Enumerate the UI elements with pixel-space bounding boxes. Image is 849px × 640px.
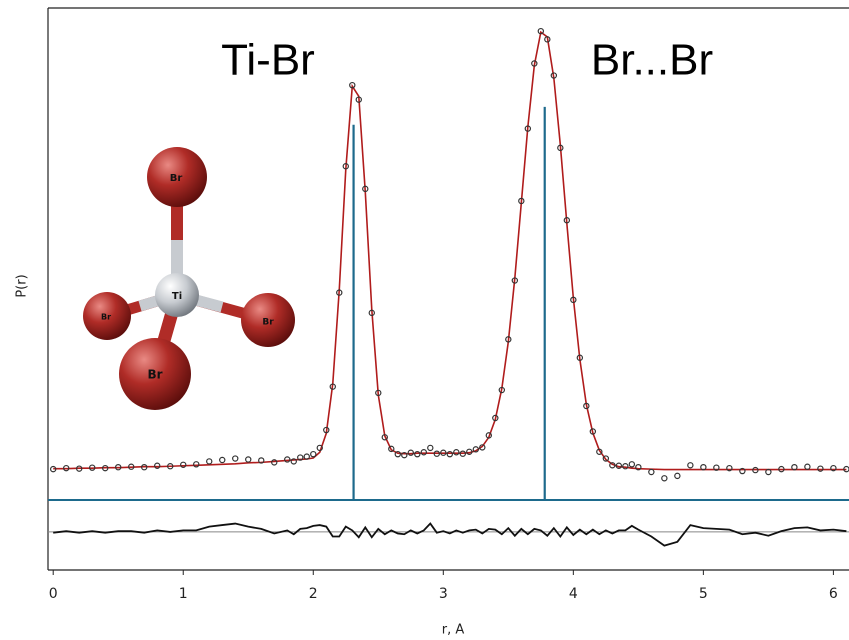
- x-tick-label: 6: [829, 586, 838, 602]
- data-point: [246, 457, 251, 462]
- data-point: [220, 457, 225, 462]
- data-point: [805, 464, 810, 469]
- data-point: [311, 452, 316, 457]
- x-tick-label: 1: [179, 586, 188, 602]
- data-point: [818, 466, 823, 471]
- page: {"chart_data": { "type": "line", "ylabel…: [0, 0, 849, 640]
- data-point: [447, 452, 452, 457]
- x-tick-label: 2: [309, 586, 318, 602]
- data-point: [649, 469, 654, 474]
- data-point: [408, 450, 413, 455]
- data-point: [421, 450, 426, 455]
- data-point: [207, 459, 212, 464]
- chart: Br Ti Br Br Br Ti-Br Br...Br P(r) r, A 0…: [0, 0, 849, 640]
- data-point: [233, 456, 238, 461]
- atom-label: Br: [147, 368, 162, 382]
- x-axis-label: r, A: [442, 623, 465, 638]
- data-point: [623, 464, 628, 469]
- data-point: [272, 460, 277, 465]
- x-tick-label: 5: [699, 586, 708, 602]
- data-point: [662, 476, 667, 481]
- x-tick-label: 3: [439, 586, 448, 602]
- atom-label: Br: [262, 318, 274, 328]
- atom-label: Br: [170, 173, 183, 184]
- data-point: [194, 462, 199, 467]
- data-point: [454, 450, 459, 455]
- data-point: [629, 462, 634, 467]
- molecule-illustration: Br Ti Br Br Br: [83, 147, 295, 410]
- x-tick-label: 0: [49, 586, 58, 602]
- data-point: [285, 457, 290, 462]
- data-point: [155, 463, 160, 468]
- data-point: [415, 452, 420, 457]
- annotation: Ti-Br: [221, 36, 315, 85]
- residual-line: [53, 524, 846, 546]
- data-point: [675, 473, 680, 478]
- x-tick-label: 4: [569, 586, 578, 602]
- data-point: [428, 445, 433, 450]
- y-axis-label: P(r): [15, 274, 30, 297]
- atom-label: Ti: [172, 291, 182, 302]
- annotation: Br...Br: [591, 36, 713, 85]
- atom-label: Br: [101, 313, 111, 322]
- data-point: [688, 463, 693, 468]
- data-point: [181, 462, 186, 467]
